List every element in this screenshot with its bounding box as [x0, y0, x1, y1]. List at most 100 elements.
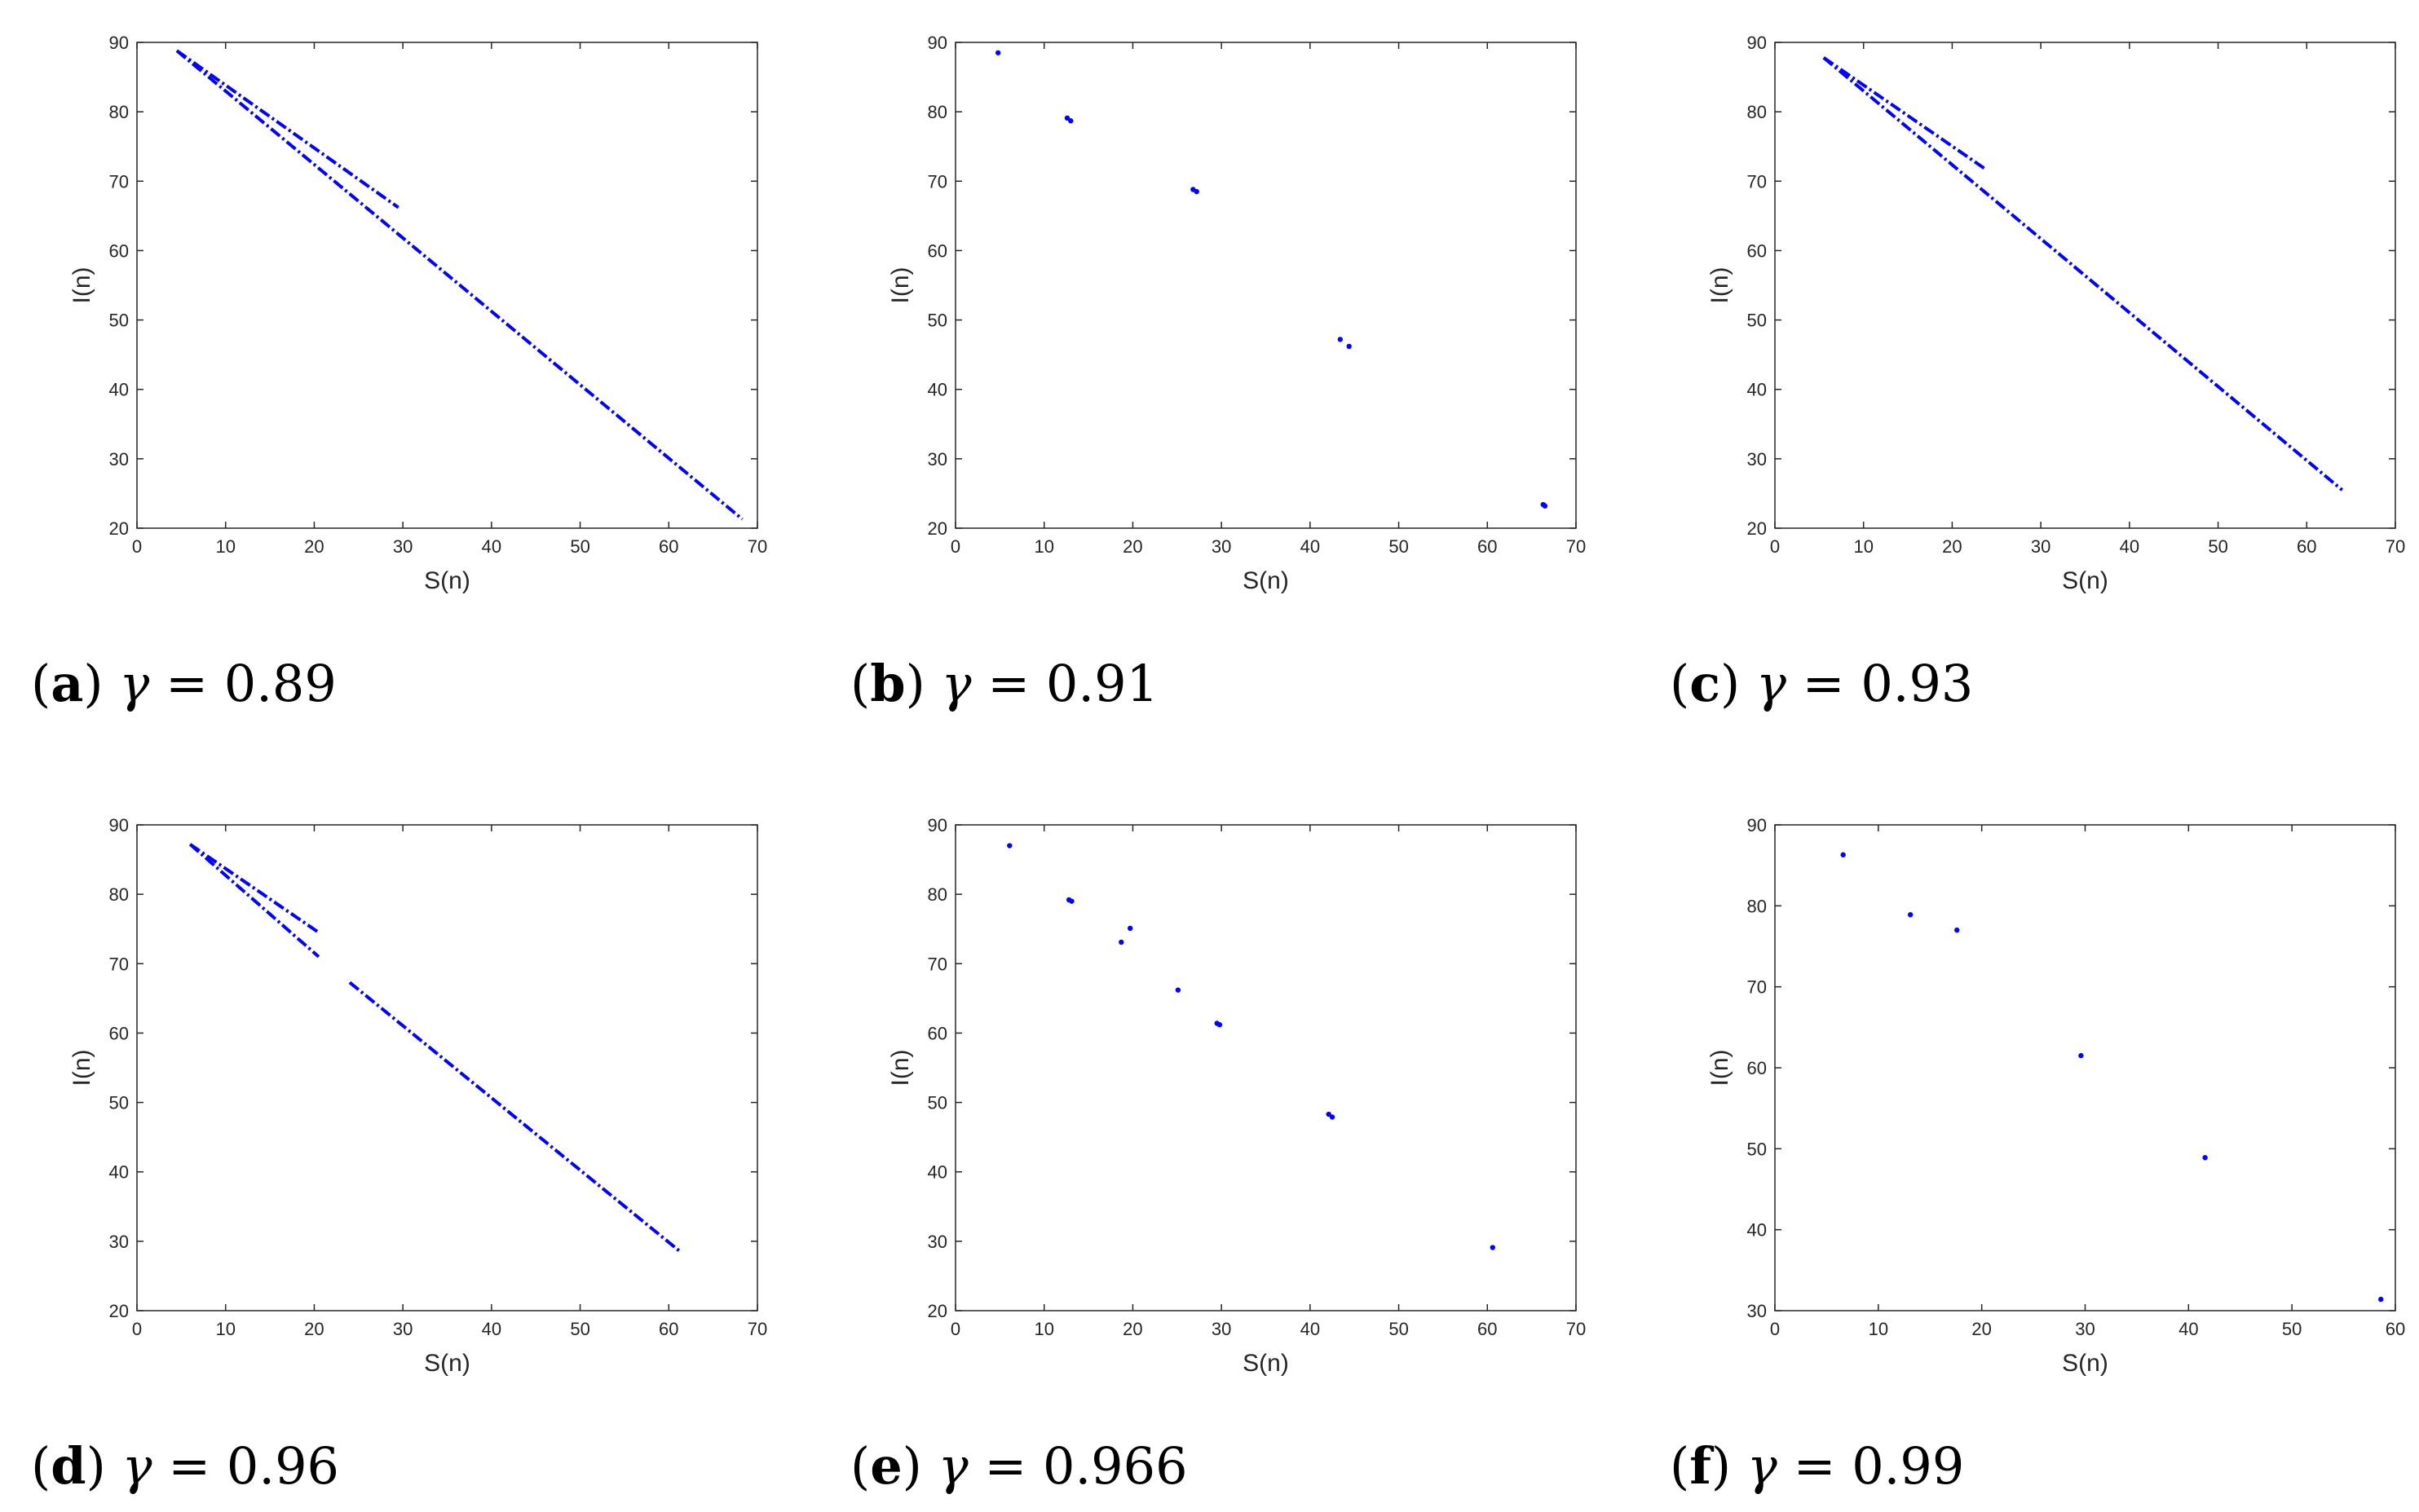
caption-space [1030, 654, 1046, 713]
x-tick-label: 30 [1212, 1319, 1231, 1339]
caption-equals: = [987, 654, 1030, 713]
y-tick-label: 70 [1747, 977, 1767, 998]
caption-gamma: γ [119, 654, 150, 713]
x-tick-label: 60 [2297, 536, 2316, 557]
panel-c: 0 10 20 30 40 50 60 70 20 30 40 50 60 70 80 90 S(n) I(n) (… [1670, 33, 2405, 713]
y-tick-label: 50 [109, 1093, 129, 1113]
caption-close-paren: ) [83, 654, 119, 713]
panel-e: 0 10 20 30 40 50 60 70 20 30 40 50 60 70 80 90 S(n) I(n) (… [850, 815, 1586, 1496]
y-tick-label: 70 [928, 171, 947, 192]
panel-f: 0 10 20 30 40 50 60 30 40 50 60 70 80 90 S(n) I(n) (f) γ… [1670, 815, 2405, 1496]
data-point [1840, 852, 1846, 857]
data-point [995, 50, 1001, 55]
data-point [2078, 1052, 2084, 1059]
y-tick-label: 40 [928, 1162, 947, 1183]
data-band-2 [175, 49, 744, 521]
x-tick-label: 50 [2282, 1319, 2302, 1339]
x-tick-label: 30 [2075, 1319, 2095, 1339]
x-tick-label: 30 [393, 536, 413, 557]
y-axis-label: I(n) [1706, 1050, 1733, 1087]
y-tick-label: 90 [109, 33, 129, 53]
x-tick-label: 0 [951, 1319, 960, 1339]
y-tick-label: 30 [928, 449, 947, 469]
caption-gamma: γ [1747, 1436, 1778, 1496]
x-axis-label: S(n) [2062, 1350, 2108, 1377]
plot-area [1774, 824, 2396, 1311]
y-tick-label: 40 [1747, 1220, 1767, 1241]
caption-space [210, 1436, 227, 1496]
y-tick-label: 20 [928, 1301, 947, 1321]
caption-space [152, 1436, 169, 1496]
x-tick-label: 0 [1770, 1319, 1780, 1339]
x-tick-label: 40 [1300, 536, 1320, 557]
x-tick-label: 20 [1123, 536, 1142, 557]
x-tick-label: 60 [1477, 536, 1497, 557]
x-tick-label: 70 [2386, 536, 2405, 557]
y-tick-label: 80 [1747, 102, 1767, 122]
x-tick-label: 10 [215, 1319, 235, 1339]
y-tick-label: 90 [1747, 33, 1767, 53]
plot-area [955, 824, 1577, 1311]
caption-close-paren: ) [906, 654, 942, 713]
x-tick-label: 20 [1123, 1319, 1142, 1339]
data-point [1064, 115, 1070, 121]
y-axis-label: I(n) [1706, 267, 1733, 304]
y-tick-label: 80 [928, 884, 947, 905]
y-tick-label: 60 [1747, 240, 1767, 261]
y-tick-label: 40 [928, 380, 947, 400]
caption-equals: = [168, 1436, 210, 1496]
y-tick-label: 80 [109, 884, 129, 905]
caption-close-paren: ) [1720, 654, 1756, 713]
y-tick-label: 20 [109, 1301, 129, 1321]
data-point [2378, 1296, 2384, 1303]
y-tick-label: 60 [928, 1023, 947, 1043]
data-point [1346, 343, 1352, 350]
x-tick-label: 10 [1869, 1319, 1888, 1339]
data-point [2202, 1155, 2208, 1161]
caption-space [1777, 1436, 1794, 1496]
y-tick-label: 30 [1747, 1301, 1767, 1321]
panel-caption: (c) γ = 0.93 [1670, 654, 1973, 713]
x-axis-label: S(n) [424, 567, 470, 594]
data-band-1 [1822, 56, 1987, 171]
x-tick-label: 30 [1212, 536, 1231, 557]
panel-d: 0 10 20 30 40 50 60 70 20 30 40 50 60 70 80 90 S(n) I(n) (… [31, 815, 767, 1496]
y-tick-label: 40 [1747, 380, 1767, 400]
x-tick-label: 0 [132, 1319, 142, 1339]
y-axis-label: I(n) [68, 1050, 95, 1087]
x-axis-label: S(n) [424, 1350, 470, 1377]
caption-equals: = [1803, 654, 1845, 713]
caption-letter: a [51, 654, 83, 713]
caption-space [1026, 1436, 1043, 1496]
x-tick-label: 70 [748, 536, 767, 557]
plot-area [955, 42, 1577, 529]
y-tick-label: 30 [928, 1232, 947, 1252]
y-tick-label: 70 [928, 954, 947, 974]
caption-letter: b [870, 654, 905, 713]
x-tick-label: 60 [659, 1319, 678, 1339]
caption-space [1786, 654, 1803, 713]
caption-space [969, 1436, 985, 1496]
caption-equals: = [166, 654, 208, 713]
caption-equals: = [984, 1436, 1026, 1496]
data-band-2 [1822, 56, 2344, 492]
caption-space [1845, 654, 1861, 713]
data-point [1326, 1111, 1331, 1117]
x-tick-label: 50 [570, 1319, 589, 1339]
x-tick-label: 0 [132, 536, 142, 557]
y-tick-label: 50 [109, 311, 129, 331]
caption-open-paren: ( [31, 1436, 51, 1496]
y-tick-label: 50 [1747, 311, 1767, 331]
caption-space [208, 654, 224, 713]
caption-close-paren: ) [86, 1436, 122, 1496]
caption-close-paren: ) [1711, 1436, 1747, 1496]
y-tick-label: 70 [109, 954, 129, 974]
panel-a: 0 10 20 30 40 50 60 70 20 30 40 50 60 70 80 90 S(n) I(n) (… [31, 33, 767, 713]
x-tick-label: 50 [1388, 1319, 1408, 1339]
data-point [1490, 1245, 1496, 1250]
data-point [1542, 503, 1548, 509]
caption-value: 0.96 [227, 1436, 339, 1496]
caption-gamma: γ [1756, 654, 1787, 713]
panel-caption: (b) γ = 0.91 [850, 654, 1159, 713]
plot-area [1774, 42, 2396, 529]
